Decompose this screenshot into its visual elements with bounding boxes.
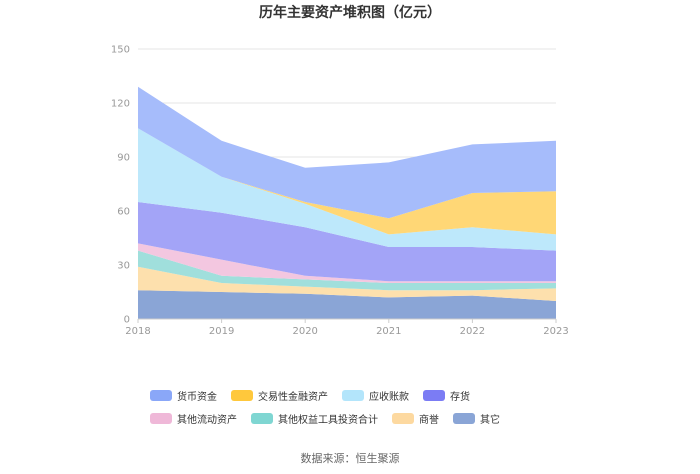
area-series-5 — [138, 128, 556, 251]
legend-item[interactable]: 商誉 — [392, 411, 439, 426]
legend-item[interactable]: 交易性金融资产 — [231, 388, 328, 403]
area-series-6 — [138, 128, 556, 235]
legend-label: 应收账款 — [369, 392, 409, 403]
y-tick-label: 0 — [124, 315, 130, 326]
y-tick-label: 60 — [117, 207, 130, 218]
legend-label: 商誉 — [419, 415, 439, 426]
legend-item[interactable]: 其它 — [453, 411, 500, 426]
legend-label: 其他权益工具投资合计 — [278, 415, 378, 426]
area-series-4 — [138, 202, 556, 282]
legend-item[interactable]: 其他权益工具投资合计 — [251, 411, 378, 426]
legend-label: 其它 — [480, 415, 500, 426]
x-tick-label: 2020 — [292, 326, 317, 337]
data-source: 数据来源：恒生聚源 — [300, 452, 400, 465]
y-tick-label: 90 — [117, 153, 130, 164]
legend-label: 交易性金融资产 — [258, 392, 328, 403]
y-tick-label: 30 — [117, 261, 130, 272]
legend-item[interactable]: 应收账款 — [342, 388, 409, 403]
legend-label: 其他流动资产 — [177, 415, 237, 426]
legend-item[interactable]: 其他流动资产 — [150, 411, 237, 426]
x-axis: 2018 2019 2020 2021 2022 2023 — [125, 318, 569, 337]
y-tick-label: 120 — [111, 99, 130, 110]
x-tick-label: 2023 — [543, 326, 568, 337]
legend-item[interactable]: 存货 — [423, 388, 470, 403]
legend-swatch — [150, 413, 172, 424]
legend: 货币资金 交易性金融资产 应收账款 存货其他流动资产 其他权益工具投资合计 商誉 其它 — [150, 388, 570, 426]
chart-title: 历年主要资产堆积图（亿元） — [259, 4, 441, 21]
legend-swatch — [342, 390, 364, 401]
legend-swatch — [423, 390, 445, 401]
x-tick-label: 2021 — [376, 326, 401, 337]
legend-swatch — [392, 413, 414, 424]
x-tick-label: 2018 — [125, 326, 150, 337]
area-series-0 — [138, 290, 556, 319]
area-series-1 — [138, 266, 556, 301]
x-tick-label: 2022 — [460, 326, 485, 337]
area-series-2 — [138, 250, 556, 291]
area-series-3 — [138, 243, 556, 283]
y-axis: 0 30 60 90 120 150 — [111, 45, 130, 326]
legend-swatch — [231, 390, 253, 401]
legend-label: 存货 — [450, 392, 470, 403]
y-tick-label: 150 — [111, 45, 130, 56]
legend-swatch — [251, 413, 273, 424]
legend-swatch — [150, 390, 172, 401]
x-tick-label: 2019 — [209, 326, 234, 337]
legend-swatch — [453, 413, 475, 424]
legend-item[interactable]: 货币资金 — [150, 388, 217, 403]
legend-label: 货币资金 — [177, 392, 217, 403]
area-series — [138, 86, 556, 319]
area-series-7 — [138, 86, 556, 219]
